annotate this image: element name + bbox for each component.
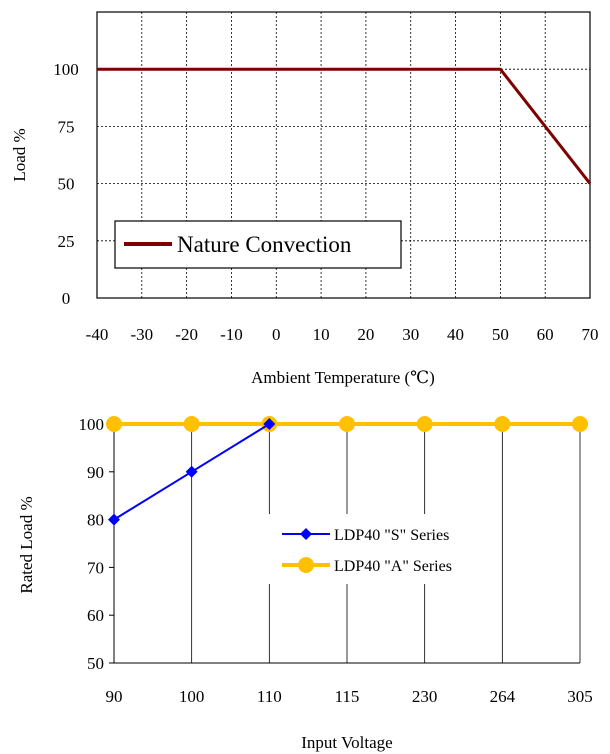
y-tick-label: 50 <box>58 175 75 194</box>
x-tick-label: 230 <box>412 687 438 706</box>
data-point-s-series <box>263 418 276 430</box>
y-tick-label: 50 <box>87 654 104 673</box>
legend-box-2 <box>265 514 481 584</box>
data-point-a-series <box>494 416 511 432</box>
data-point-a-series <box>339 416 355 432</box>
input-voltage-derating-chart: 50 60 70 80 90 100 90 100 110 115 230 264 305 Input V… <box>17 415 593 752</box>
legend-marker-a-series <box>298 557 314 573</box>
y-tick-label: 70 <box>87 558 104 577</box>
y-axis-title: Rated Load % <box>17 496 36 593</box>
legend-label-a-series: LDP40 "A" Series <box>334 558 452 575</box>
x-tick-label: -40 <box>86 325 109 344</box>
y-axis-title: Load % <box>10 128 29 181</box>
data-point-a-series <box>572 416 588 432</box>
x-tick-label: -30 <box>130 325 153 344</box>
y-tick-label: 60 <box>87 606 104 625</box>
y-tick-label: 75 <box>58 117 75 136</box>
x-tick-label: 50 <box>492 325 509 344</box>
x-tick-label: 20 <box>357 325 374 344</box>
x-tick-label: 30 <box>402 325 419 344</box>
legend-label-s-series: LDP40 "S" Series <box>334 527 449 544</box>
x-tick-label: 264 <box>490 687 516 706</box>
series-line-nature-convection <box>97 67 592 185</box>
data-point-s-series <box>185 465 198 478</box>
data-point-s-series <box>108 513 120 526</box>
x-tick-label: 40 <box>447 325 464 344</box>
data-point-a-series <box>183 416 200 432</box>
x-axis-title: Input Voltage <box>301 733 392 752</box>
x-tick-label: -10 <box>220 325 243 344</box>
x-tick-label: 305 <box>567 687 593 706</box>
data-point-a-series <box>416 416 433 432</box>
x-tick-label: 110 <box>257 687 282 706</box>
x-tick-label: 70 <box>582 325 599 344</box>
x-tick-label: 100 <box>179 687 205 706</box>
temperature-derating-chart: -40 -30 -20 -10 0 10 20 30 40 50 60 70 0 25 50 75 100 Amb… <box>10 11 599 387</box>
x-tick-label: 10 <box>313 325 330 344</box>
y-tick-label: 100 <box>53 60 79 79</box>
y-tick-label: 0 <box>62 289 71 308</box>
legend-marker-s-series <box>300 528 312 540</box>
y-tick-label: 80 <box>87 511 104 530</box>
legend-label-nature-convection: Nature Convection <box>177 232 352 257</box>
x-tick-label: 60 <box>537 325 554 344</box>
x-tick-label: 0 <box>272 325 281 344</box>
x-tick-label: 90 <box>106 687 123 706</box>
x-tick-label: 115 <box>335 687 360 706</box>
y-tick-label: 90 <box>87 463 104 482</box>
y-tick-label: 100 <box>79 415 105 434</box>
y-tick-label: 25 <box>58 232 75 251</box>
x-tick-label: -20 <box>175 325 198 344</box>
x-axis-title: Ambient Temperature (℃) <box>251 368 435 387</box>
data-point-a-series <box>106 416 122 432</box>
